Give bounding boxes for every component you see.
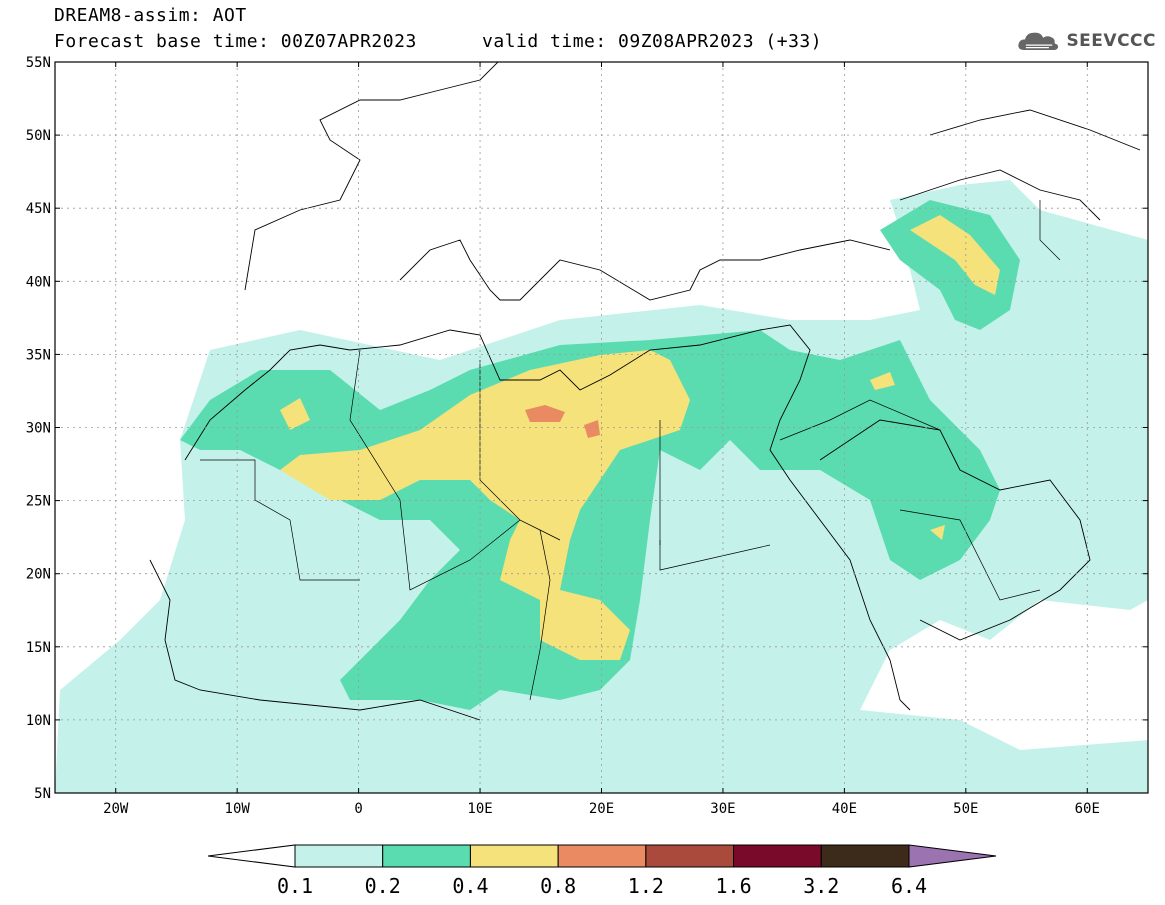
- dust-aot-fields: [55, 180, 1148, 793]
- longitude-label: 50E: [953, 801, 978, 817]
- longitude-label: 10E: [467, 801, 492, 817]
- longitude-label: 10W: [225, 801, 251, 817]
- latitude-label: 55N: [26, 55, 51, 71]
- forecast-base-time: Forecast base time: 00Z07APR2023: [54, 31, 417, 52]
- longitude-label: 30E: [710, 801, 735, 817]
- legend-label: 3.2: [803, 874, 839, 898]
- map-title: DREAM8-assim: AOT: [54, 5, 247, 26]
- legend-label: 1.2: [628, 874, 664, 898]
- logo-text: SEEVCCC: [1066, 31, 1156, 51]
- latitude-labels: 55N 50N 45N 40N 35N 30N 25N 20N 15N 10N 5N: [26, 55, 51, 802]
- legend-min-triangle: [207, 844, 296, 868]
- cloud-icon: [1018, 32, 1059, 51]
- latitude-label: 40N: [26, 274, 51, 290]
- legend-swatch: [557, 844, 647, 868]
- legend-label: 0.4: [452, 874, 488, 898]
- legend-label: 0.2: [365, 874, 401, 898]
- longitude-label: 40E: [832, 801, 857, 817]
- legend-swatch: [294, 844, 384, 868]
- axis-ticks: [55, 61, 1148, 794]
- valid-time: valid time: 09Z08APR2023 (+33): [482, 31, 823, 52]
- borders: [200, 200, 1061, 701]
- longitude-label: 20E: [589, 801, 614, 817]
- longitude-labels: 20W 10W 0 10E 20E 30E 40E 50E 60E: [103, 801, 1100, 817]
- coastlines: [149, 62, 1141, 721]
- legend-swatch: [733, 844, 822, 868]
- color-legend: 0.1 0.2 0.4 0.8 1.2 1.6 3.2 6.4: [207, 844, 997, 898]
- longitude-label: 0: [354, 801, 362, 817]
- latitude-label: 15N: [26, 640, 51, 656]
- legend-swatch: [820, 844, 910, 868]
- latitude-label: 35N: [26, 347, 51, 363]
- longitude-label: 20W: [103, 801, 129, 817]
- latitude-label: 20N: [26, 567, 51, 583]
- latitude-label: 10N: [26, 713, 51, 729]
- latitude-label: 5N: [34, 786, 51, 802]
- aot-band-0.8-1.2: [525, 405, 600, 438]
- seevccc-logo: SEEVCCC: [1016, 24, 1156, 58]
- latitude-label: 45N: [26, 201, 51, 217]
- legend-swatch: [645, 844, 735, 868]
- latitude-label: 25N: [26, 494, 51, 510]
- legend-label: 6.4: [891, 874, 927, 898]
- legend-swatch: [469, 844, 559, 868]
- legend-max-triangle: [908, 844, 997, 868]
- legend-swatch: [382, 844, 471, 868]
- longitude-label: 60E: [1075, 801, 1100, 817]
- legend-label: 0.8: [540, 874, 576, 898]
- latitude-label: 30N: [26, 421, 51, 437]
- legend-label: 1.6: [716, 874, 752, 898]
- legend-label: 0.1: [277, 874, 313, 898]
- latitude-label: 50N: [26, 128, 51, 144]
- graticule: [55, 62, 1148, 793]
